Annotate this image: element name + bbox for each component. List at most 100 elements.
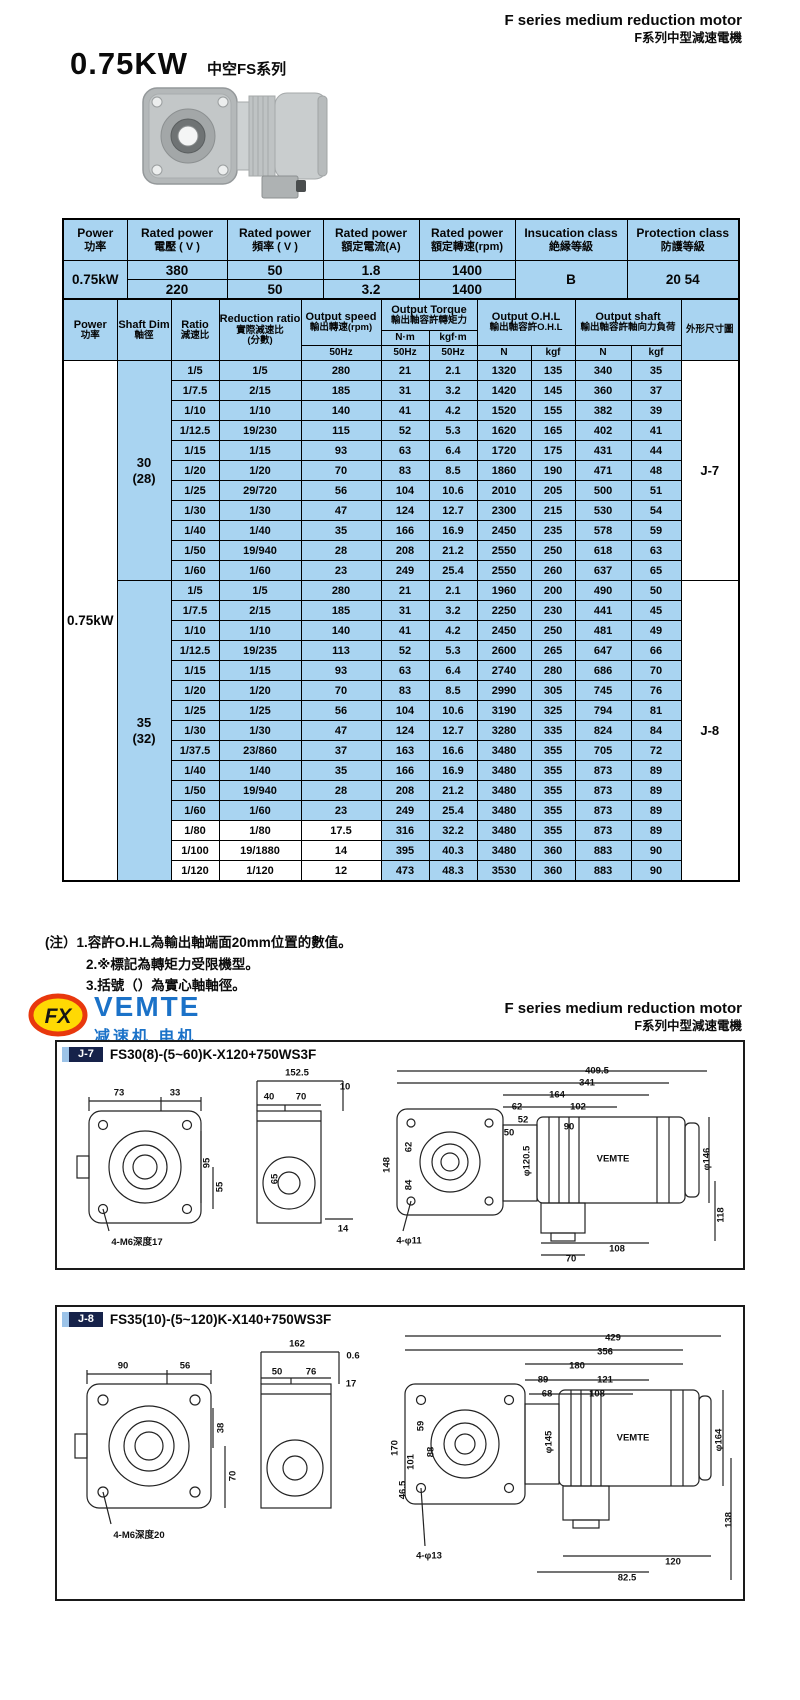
panel-j7-model: FS30(8)-(5~60)K-X120+750WS3F (109, 1047, 317, 1062)
cell-ohl-n: 1320 (476, 360, 532, 381)
dimension-panel-j8: J-8 FS35(10)-(5~120)K-X140+750WS3F (55, 1305, 745, 1601)
cell-ohl-kgf: 190 (530, 460, 576, 481)
cell-ohl-n: 3480 (476, 760, 532, 781)
ratio-row: 35 (32) 1/5 1/5 280 21 2.1 1960 200 490 50 J-8 (63, 580, 740, 882)
cell-reduction-ratio: 1/30 (218, 500, 302, 521)
cell-shaft-load-n: 873 (574, 780, 632, 801)
cell-shaft-load-kgf: 76 (630, 680, 682, 701)
cell-torque-kgfm: 2.1 (428, 360, 478, 381)
sub-speed-50hz: 50Hz (300, 345, 382, 361)
ratio-row: 1/7.5 2/15 185 31 3.2 1420 145 360 37 (63, 380, 739, 401)
cell-reduction-ratio: 19/230 (218, 420, 302, 441)
cell-reduction-ratio: 1/5 (218, 580, 302, 601)
cell-output-speed: 28 (300, 780, 382, 801)
dimension-label: 118 (715, 1207, 727, 1223)
cell-reduction-ratio: 1/20 (218, 680, 302, 701)
cell-output-speed: 37 (300, 740, 382, 761)
ratio-row: 1/30 1/30 47 124 12.7 2300 215 530 54 (63, 500, 739, 521)
cell-ratio: 1/15 (170, 660, 220, 681)
cell-shaft-load-kgf: 39 (630, 400, 682, 421)
sub-ohl-n: N (476, 345, 532, 361)
spec-table: Power 功率 Rated power 電壓 ( V ) Rated power 頻… (62, 218, 740, 300)
cell-shaft-load-kgf: 45 (630, 600, 682, 621)
dimension-label: 17 (345, 1378, 357, 1390)
cell-shaft-load-kgf: 59 (630, 520, 682, 541)
cell-torque-kgfm: 16.9 (428, 760, 478, 781)
cell-ohl-kgf: 135 (530, 360, 576, 381)
ratio-row: 1/30 1/30 47 124 12.7 3280 335 824 84 (63, 720, 739, 741)
cell-ratio: 1/50 (170, 540, 220, 561)
section-header-en: F series medium reduction motor (504, 1000, 742, 1017)
motor-photo-image (142, 87, 328, 199)
cell-shaft-load-kgf: 50 (630, 580, 682, 601)
cell-shaft-load-kgf: 90 (630, 840, 682, 861)
shaft-dim-value: 30 (28) (116, 360, 172, 581)
cell-ohl-n: 3480 (476, 820, 532, 841)
cell-shaft-load-n: 578 (574, 520, 632, 541)
cell-shaft-load-kgf: 81 (630, 700, 682, 721)
cell-ohl-n: 3480 (476, 780, 532, 801)
cell-torque-kgfm: 5.3 (428, 420, 478, 441)
cell-shaft-load-kgf: 41 (630, 420, 682, 441)
cell-ratio: 1/100 (170, 840, 220, 861)
ratio-row: 1/40 1/40 35 166 16.9 3480 355 873 89 (63, 760, 739, 781)
cell-output-speed: 280 (300, 580, 382, 601)
cell-shaft-load-n: 490 (574, 580, 632, 601)
cell-output-speed: 28 (300, 540, 382, 561)
cell-shaft-load-n: 705 (574, 740, 632, 761)
dimension-label: 50 (503, 1127, 515, 1139)
cell-torque-kgfm: 4.2 (428, 400, 478, 421)
cell-ohl-n: 3480 (476, 840, 532, 861)
cell-output-speed: 140 (300, 400, 382, 421)
cell-ratio: 1/25 (170, 480, 220, 501)
dimension-label: 38 (215, 1422, 227, 1434)
cell-torque-kgfm: 3.2 (428, 380, 478, 401)
col-torque-nm: N·m (380, 330, 430, 346)
cell-reduction-ratio: 1/30 (218, 720, 302, 741)
cell-ratio: 1/60 (170, 560, 220, 581)
cell-ohl-n: 2300 (476, 500, 532, 521)
cell-ohl-kgf: 230 (530, 600, 576, 621)
dimension-label: 62 (403, 1141, 415, 1153)
cell-ohl-n: 2550 (476, 560, 532, 581)
tag-accent (62, 1047, 69, 1062)
cell-shaft-load-n: 441 (574, 600, 632, 621)
header-title-zh: F系列中型減速電機 (634, 30, 742, 45)
cell-ratio: 1/40 (170, 760, 220, 781)
cell-output-speed: 14 (300, 840, 382, 861)
sub-shaft-kgf: kgf (630, 345, 682, 361)
cell-output-speed: 17.5 (300, 820, 382, 841)
ratio-row: 1/40 1/40 35 166 16.9 2450 235 578 59 (63, 520, 739, 541)
ratio-row: 1/60 1/60 23 249 25.4 2550 260 637 65 (63, 560, 739, 581)
dimension-label: 4-φ13 (416, 1550, 442, 1562)
cell-ohl-kgf: 145 (530, 380, 576, 401)
ratio-header-row3: 50Hz 50Hz 50Hz N kgf N kgf (63, 345, 739, 361)
cell-torque-nm: 166 (380, 760, 430, 781)
cell-shaft-load-kgf: 51 (630, 480, 682, 501)
panel-j7-title-row: J-7 FS30(8)-(5~60)K-X120+750WS3F (57, 1042, 743, 1063)
spec-speed-2: 1400 (418, 279, 516, 300)
dimension-panel-j7: J-7 FS30(8)-(5~60)K-X120+750WS3F (55, 1040, 745, 1270)
ratio-row: 1/50 19/940 28 208 21.2 3480 355 873 89 (63, 780, 739, 801)
cell-shaft-load-n: 873 (574, 820, 632, 841)
cell-ratio: 1/10 (170, 620, 220, 641)
ratio-table: Power 功率 Shaft Dim 軸徑 Ratio 減速比 Reduction r… (62, 298, 741, 882)
svg-text:FX: FX (45, 1005, 74, 1028)
dimension-label: 52 (517, 1114, 529, 1126)
panel-j8-title-row: J-8 FS35(10)-(5~120)K-X140+750WS3F (57, 1307, 743, 1328)
ratio-row: 1/15 1/15 93 63 6.4 2740 280 686 70 (63, 660, 739, 681)
dimension-label: 180 (569, 1360, 585, 1372)
cell-output-speed: 35 (300, 520, 382, 541)
cell-reduction-ratio: 1/60 (218, 560, 302, 581)
cell-shaft-load-n: 402 (574, 420, 632, 441)
cell-shaft-load-kgf: 72 (630, 740, 682, 761)
cell-ohl-kgf: 355 (530, 780, 576, 801)
panel-j7-tag: J-7 (62, 1047, 103, 1062)
cell-ohl-kgf: 355 (530, 760, 576, 781)
cell-ohl-kgf: 260 (530, 560, 576, 581)
cell-output-speed: 12 (300, 860, 382, 882)
cell-ratio: 1/50 (170, 780, 220, 801)
dimension-label: φ120.5 (521, 1145, 533, 1177)
cell-torque-nm: 104 (380, 700, 430, 721)
cell-shaft-load-kgf: 89 (630, 760, 682, 781)
